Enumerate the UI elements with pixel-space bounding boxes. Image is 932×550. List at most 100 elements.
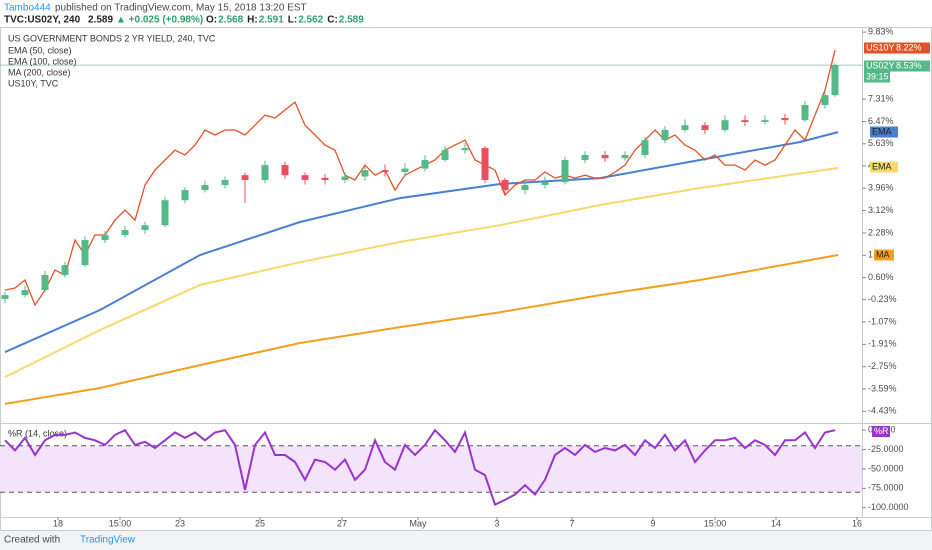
y-tick-label: -50.0000 — [868, 463, 904, 473]
x-tick-label: 15:00 — [109, 518, 132, 528]
y-tick-label: 5.63% — [868, 138, 894, 148]
series-line — [4, 254, 839, 405]
series-line — [4, 50, 836, 307]
price-tag-label: 39:15 — [866, 71, 889, 81]
y-tick-label: -0.23% — [868, 294, 897, 304]
author[interactable]: Tambo444 — [4, 3, 51, 14]
candle-body — [441, 150, 449, 161]
chart-title: US GOVERNMENT BONDS 2 YR YIELD, 240, TVC — [8, 33, 216, 43]
series-line — [4, 167, 839, 378]
candle-body — [41, 274, 49, 291]
x-tick-label: 25 — [255, 518, 265, 528]
indicator-title: %R (14, close) — [8, 428, 67, 438]
y-tick-label: 9.83% — [868, 26, 894, 36]
ohlc-part: L: — [288, 15, 297, 26]
y-tick-label: -3.59% — [868, 383, 897, 393]
symbol: TVC:US02Y, 240 — [4, 15, 81, 26]
x-tick-label: 23 — [175, 518, 185, 528]
candle-body — [361, 170, 369, 177]
y-tick-label: -100.0000 — [868, 502, 909, 512]
y-tick-label: -2.75% — [868, 361, 897, 371]
x-tick-label: 7 — [569, 518, 574, 528]
candle-body — [221, 179, 229, 186]
candle-body — [681, 125, 689, 130]
price-tag — [870, 126, 898, 138]
candle-body — [801, 104, 809, 121]
price-tag-value: 8.53% — [896, 60, 922, 70]
candle-body — [121, 229, 129, 236]
price-tag — [870, 161, 898, 173]
candle-body — [101, 235, 109, 241]
x-tick-label: 18 — [53, 518, 63, 528]
x-tick-label: 15:00 — [704, 518, 727, 528]
published: published on TradingView.com, May 15, 20… — [55, 3, 307, 14]
y-tick-label: 3.96% — [868, 183, 894, 193]
price-tag — [864, 71, 890, 83]
y-tick-label: -25.0000 — [868, 444, 904, 454]
price-tag — [864, 60, 930, 72]
candle-body — [341, 176, 349, 180]
ohlc-part: H: — [247, 15, 258, 26]
x-tick-label: 27 — [337, 518, 347, 528]
y-tick-label: 0.60% — [868, 272, 894, 282]
indicator-line — [4, 428, 836, 506]
candle-body — [301, 175, 309, 180]
x-tick-label: 9 — [650, 518, 655, 528]
candle-body — [481, 148, 489, 180]
legend-entry: EMA (50, close) — [8, 45, 72, 55]
ohlc-part: 2.562 — [298, 15, 323, 26]
candle-body — [741, 120, 749, 123]
candle-body — [561, 160, 569, 183]
candle-body — [781, 118, 789, 121]
level-band — [0, 445, 862, 493]
price-tag-label: EMA — [872, 126, 892, 136]
last: 2.589 — [88, 15, 113, 26]
y-tick-label: -4.43% — [868, 406, 897, 416]
candle-body — [581, 154, 589, 161]
price-tag-label: MA — [876, 249, 890, 259]
price-tag-label: US10Y — [866, 42, 895, 52]
candle-body — [461, 148, 469, 151]
change: ▲ +0.025 (+0.98%) — [116, 15, 203, 26]
ohlc-part: 2.591 — [259, 15, 284, 26]
x-tick-label: 16 — [852, 518, 862, 528]
y-tick-label: -75.0000 — [868, 483, 904, 493]
price-tag-label: US02Y — [866, 60, 895, 70]
indicator-tag — [872, 426, 890, 437]
candle-body — [421, 160, 429, 169]
ohlc-part: O: — [206, 15, 217, 26]
y-tick-label: 3.12% — [868, 205, 894, 215]
candle-body — [201, 185, 209, 191]
candle-body — [521, 185, 529, 191]
y-tick-label: 2.28% — [868, 227, 894, 237]
y-tick-label: -1.91% — [868, 339, 897, 349]
y-tick-label: 6.47% — [868, 116, 894, 126]
candle-body — [161, 200, 169, 226]
price-tag — [874, 249, 894, 261]
x-tick-label: May — [409, 518, 427, 528]
footer-brand[interactable]: TradingView — [80, 535, 136, 546]
candle-body — [621, 154, 629, 159]
footer-bar — [0, 531, 932, 550]
candle-body — [501, 179, 509, 191]
legend-entry: EMA (100, close) — [8, 56, 77, 66]
candle-body — [1, 295, 9, 299]
candle-body — [61, 265, 69, 275]
candle-body — [401, 168, 409, 173]
candle-body — [721, 120, 729, 130]
candle-body — [821, 95, 829, 105]
footer-created: Created with — [4, 535, 60, 546]
price-tag — [864, 42, 930, 54]
series-line — [4, 131, 839, 354]
candle-body — [541, 182, 549, 186]
candle-body — [321, 177, 329, 180]
indicator-tag-label: %R — [874, 426, 889, 436]
candle-body — [641, 140, 649, 155]
candle-body — [701, 125, 709, 130]
ohlc-part: 2.568 — [218, 15, 243, 26]
candle-body — [601, 154, 609, 159]
x-tick-label: 14 — [771, 518, 781, 528]
x-tick-label: 3 — [494, 518, 499, 528]
candle-body — [181, 190, 189, 201]
